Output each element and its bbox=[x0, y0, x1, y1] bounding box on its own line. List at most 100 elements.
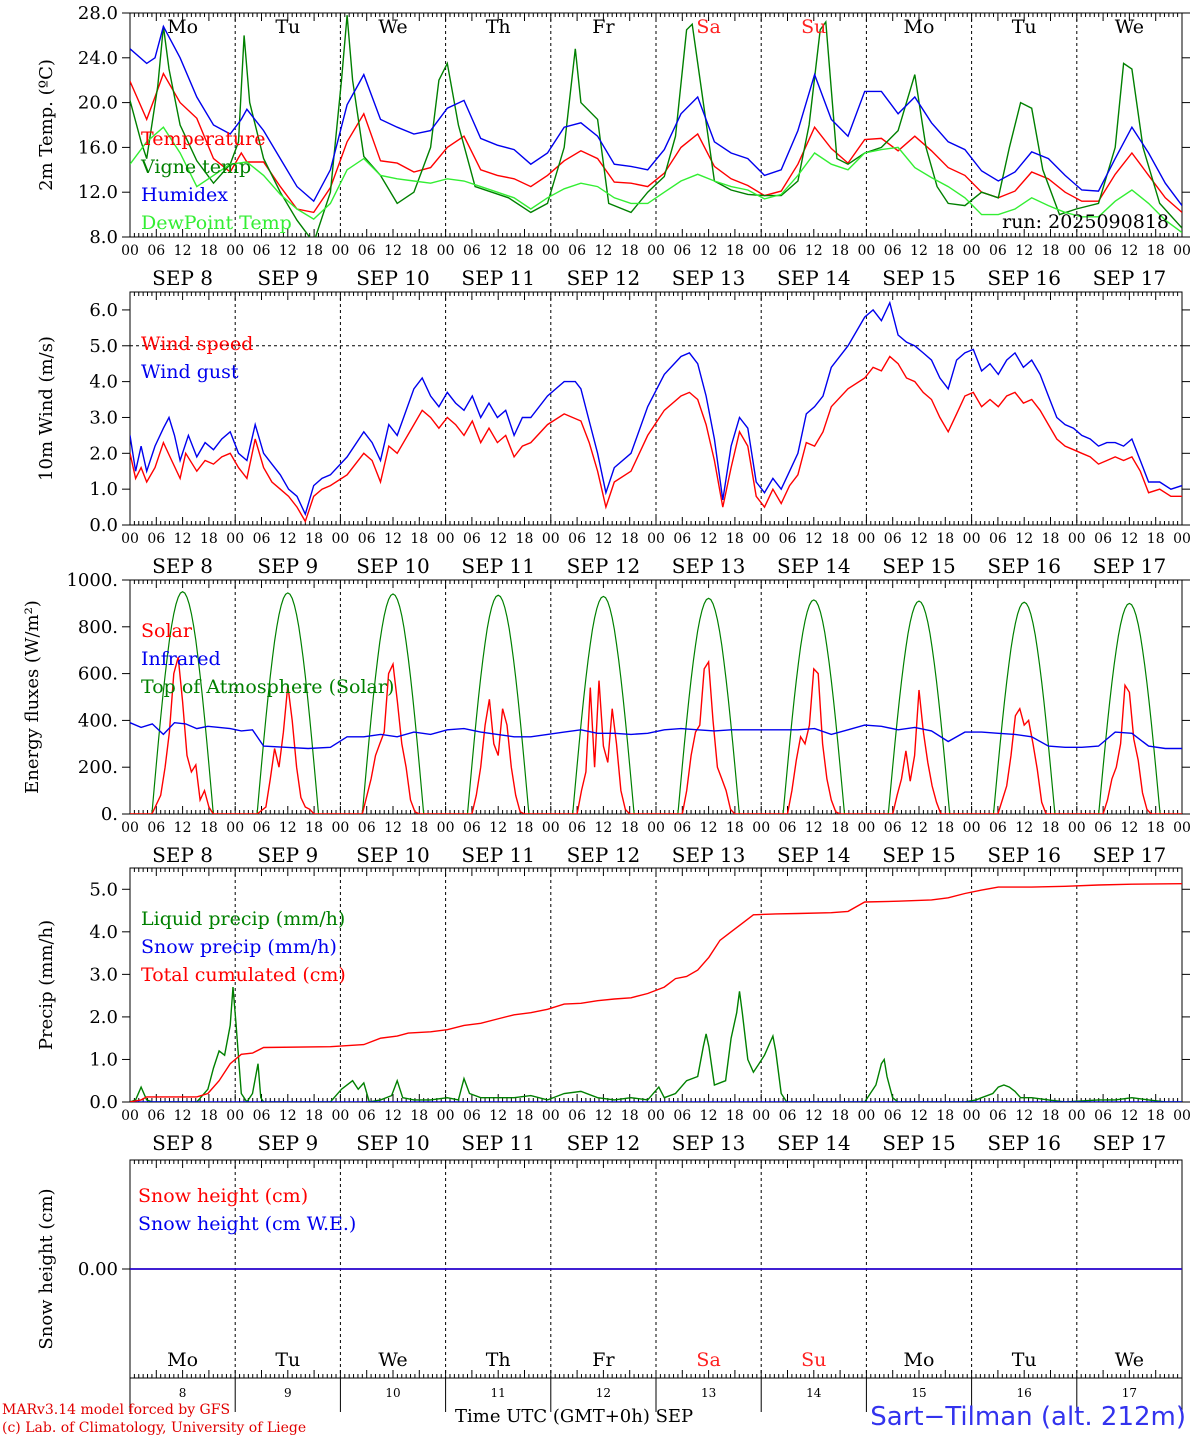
x-day-label: SEP 11 bbox=[461, 554, 535, 578]
x-hour-tick-label: 06 bbox=[253, 531, 271, 547]
x-day-label: SEP 14 bbox=[777, 1131, 851, 1155]
x-hour-tick-label: 06 bbox=[253, 1108, 271, 1124]
x-hour-tick-label: 00 bbox=[226, 1108, 244, 1124]
x-hour-tick-label: 12 bbox=[700, 531, 718, 547]
solar-day-8 bbox=[866, 689, 972, 814]
x-day-label: SEP 15 bbox=[882, 554, 956, 578]
toa-solar-day-1 bbox=[130, 590, 236, 814]
day-number-label: 9 bbox=[284, 1386, 292, 1400]
x-hour-tick-label: 12 bbox=[384, 243, 402, 259]
x-day-label: SEP 8 bbox=[152, 843, 213, 867]
x-hour-tick-label: 06 bbox=[253, 243, 271, 259]
x-day-label: SEP 16 bbox=[987, 554, 1061, 578]
x-hour-tick-label: 00 bbox=[752, 1108, 770, 1124]
x-day-label: SEP 15 bbox=[882, 266, 956, 290]
y-axis-label: Snow height (cm) bbox=[36, 1188, 57, 1349]
x-hour-tick-label: 18 bbox=[1042, 243, 1060, 259]
x-day-label: SEP 9 bbox=[257, 554, 318, 578]
y-tick-label: 20.0 bbox=[78, 93, 118, 114]
x-hour-tick-label: 00 bbox=[1068, 820, 1086, 836]
x-hour-tick-label: 00 bbox=[542, 820, 560, 836]
x-hour-tick-label: 06 bbox=[673, 820, 691, 836]
x-hour-tick-label: 12 bbox=[594, 1108, 612, 1124]
solar-day-2 bbox=[235, 685, 341, 814]
station-name: Sart−Tilman (alt. 212m) bbox=[870, 1402, 1186, 1432]
x-day-label: SEP 13 bbox=[672, 843, 746, 867]
x-hour-tick-label: 00 bbox=[963, 531, 981, 547]
x-day-label: SEP 17 bbox=[1093, 843, 1167, 867]
x-hour-tick-label: 18 bbox=[410, 243, 428, 259]
x-hour-tick-label: 18 bbox=[516, 820, 534, 836]
series-group bbox=[130, 15, 1182, 237]
legend-entry: Vigne temp bbox=[140, 156, 251, 178]
x-hour-tick-label: 12 bbox=[174, 1108, 192, 1124]
x-hour-tick-label: 00 bbox=[226, 531, 244, 547]
weekday-label-bottom: Tu bbox=[1012, 1349, 1037, 1371]
x-hour-tick-label: 06 bbox=[989, 1108, 1007, 1124]
y-tick-label: 600. bbox=[78, 664, 118, 685]
x-hour-tick-label: 18 bbox=[1147, 820, 1165, 836]
y-tick-label: 0.00 bbox=[78, 1259, 118, 1280]
legend-entry: Infrared bbox=[141, 648, 221, 670]
x-day-label: SEP 12 bbox=[567, 266, 641, 290]
x-hour-tick-label: 00 bbox=[1173, 531, 1191, 547]
x-hour-tick-label: 18 bbox=[410, 1108, 428, 1124]
weekday-label-top: Tu bbox=[1012, 16, 1037, 38]
x-hour-tick-label: 12 bbox=[1120, 820, 1138, 836]
x-hour-tick-label: 12 bbox=[805, 1108, 823, 1124]
x-hour-tick-label: 12 bbox=[594, 820, 612, 836]
toa-solar-day-4 bbox=[445, 594, 551, 814]
x-hour-tick-label: 06 bbox=[1094, 820, 1112, 836]
solar-day-6 bbox=[656, 659, 762, 814]
y-tick-label: 400. bbox=[78, 710, 118, 731]
x-hour-tick-label: 00 bbox=[437, 531, 455, 547]
x-hour-tick-label: 18 bbox=[831, 531, 849, 547]
x-hour-tick-label: 00 bbox=[647, 531, 665, 547]
x-hour-tick-label: 12 bbox=[910, 531, 928, 547]
y-tick-label: 800. bbox=[78, 617, 118, 638]
x-hour-tick-label: 18 bbox=[200, 531, 218, 547]
x-day-label: SEP 11 bbox=[461, 843, 535, 867]
legend-entry: Snow precip (mm/h) bbox=[141, 936, 337, 958]
x-hour-tick-label: 06 bbox=[147, 1108, 165, 1124]
weekday-label-bottom: We bbox=[378, 1349, 407, 1371]
weekday-label-bottom: Th bbox=[486, 1349, 511, 1371]
x-day-label: SEP 14 bbox=[777, 554, 851, 578]
x-hour-tick-label: 12 bbox=[594, 531, 612, 547]
legend-entry: Temperature bbox=[141, 128, 265, 150]
x-hour-tick-label: 18 bbox=[831, 1108, 849, 1124]
x-day-label: SEP 13 bbox=[672, 554, 746, 578]
x-hour-tick-label: 00 bbox=[542, 243, 560, 259]
x-day-label: SEP 8 bbox=[152, 266, 213, 290]
x-day-label: SEP 10 bbox=[356, 266, 430, 290]
x-hour-tick-label: 06 bbox=[779, 531, 797, 547]
run-label: run: 2025090818 bbox=[1002, 211, 1169, 233]
x-hour-tick-label: 00 bbox=[857, 820, 875, 836]
x-hour-tick-label: 18 bbox=[726, 1108, 744, 1124]
series-group bbox=[130, 590, 1182, 814]
x-hour-tick-label: 06 bbox=[463, 243, 481, 259]
x-hour-tick-label: 06 bbox=[884, 820, 902, 836]
x-hour-tick-label: 06 bbox=[147, 243, 165, 259]
x-day-label: SEP 10 bbox=[356, 554, 430, 578]
y-axis-label: Energy fluxes (W/m²) bbox=[22, 600, 43, 794]
x-hour-tick-label: 06 bbox=[463, 531, 481, 547]
weekday-label-bottom: Sa bbox=[696, 1349, 720, 1371]
weekday-label-top: Mo bbox=[904, 16, 935, 38]
x-day-label: SEP 8 bbox=[152, 1131, 213, 1155]
x-hour-tick-label: 06 bbox=[779, 1108, 797, 1124]
x-hour-tick-label: 12 bbox=[384, 1108, 402, 1124]
x-day-label: SEP 11 bbox=[461, 1131, 535, 1155]
weekday-label-bottom: Fr bbox=[592, 1349, 615, 1371]
weekday-label-top: We bbox=[1115, 16, 1144, 38]
x-hour-tick-label: 12 bbox=[174, 531, 192, 547]
x-hour-tick-label: 18 bbox=[305, 820, 323, 836]
x-hour-tick-label: 00 bbox=[121, 531, 139, 547]
toa-solar-day-3 bbox=[340, 593, 446, 814]
x-hour-tick-label: 18 bbox=[516, 531, 534, 547]
chart-panel-4 bbox=[122, 867, 1190, 1103]
y-tick-label: 3.0 bbox=[89, 407, 118, 428]
x-hour-tick-label: 00 bbox=[647, 1108, 665, 1124]
x-hour-tick-label: 18 bbox=[621, 531, 639, 547]
x-hour-tick-label: 12 bbox=[174, 243, 192, 259]
